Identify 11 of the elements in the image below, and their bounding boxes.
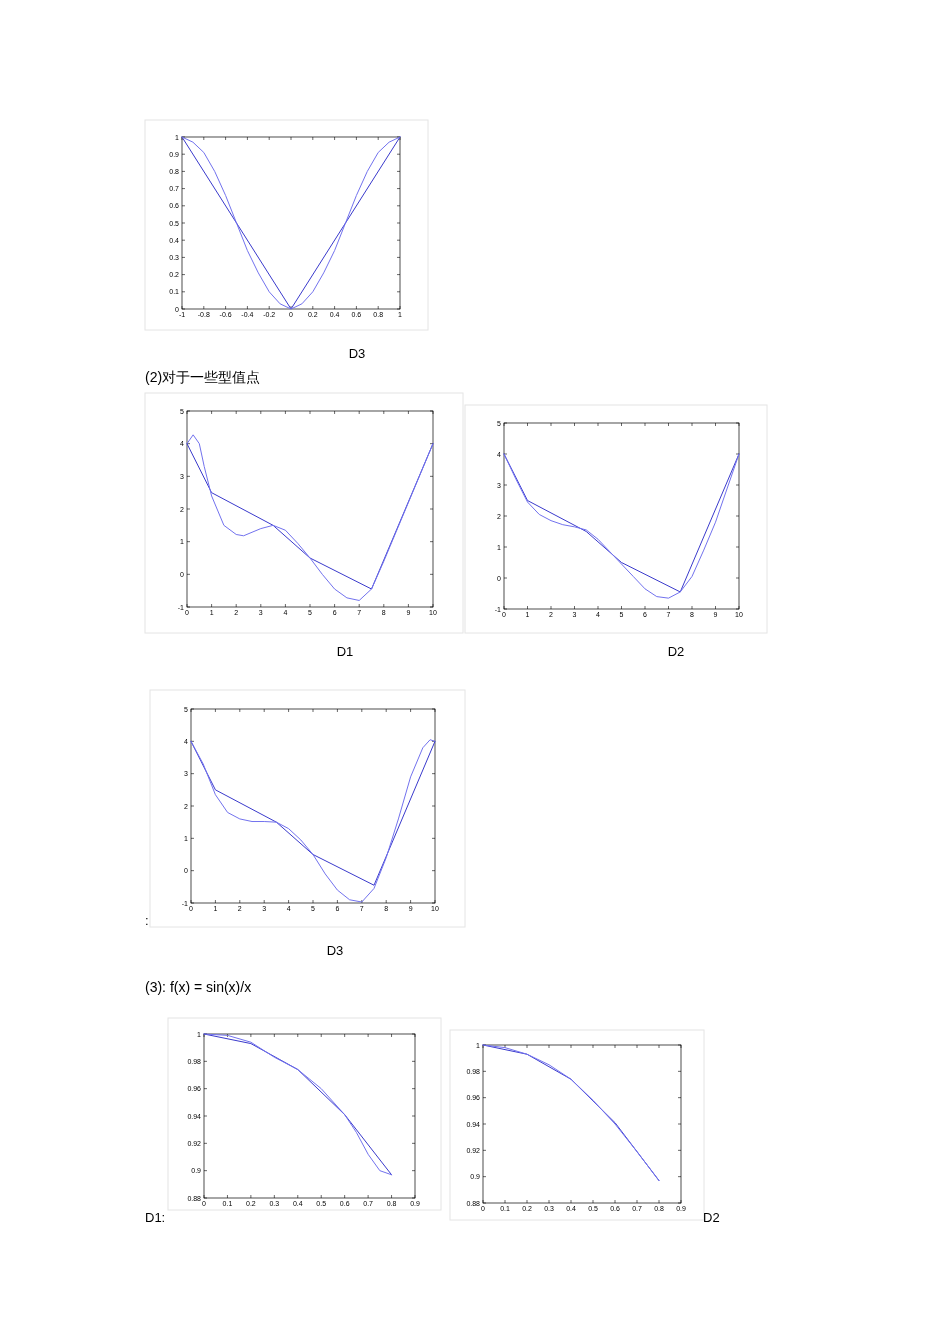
chart-title: (3): f(x) = sin(x)/x: [145, 979, 252, 995]
text: D1: [336, 644, 354, 659]
text: D1:: [145, 1210, 166, 1225]
text: D2: [667, 644, 685, 659]
chart-title: (2)对于一些型值点: [145, 369, 261, 385]
text: D3: [348, 346, 366, 361]
line-series: [482, 1044, 660, 1182]
text: :: [145, 913, 149, 928]
text: D3: [326, 943, 344, 958]
text: D2: [703, 1210, 720, 1225]
line-series: [203, 1033, 393, 1176]
